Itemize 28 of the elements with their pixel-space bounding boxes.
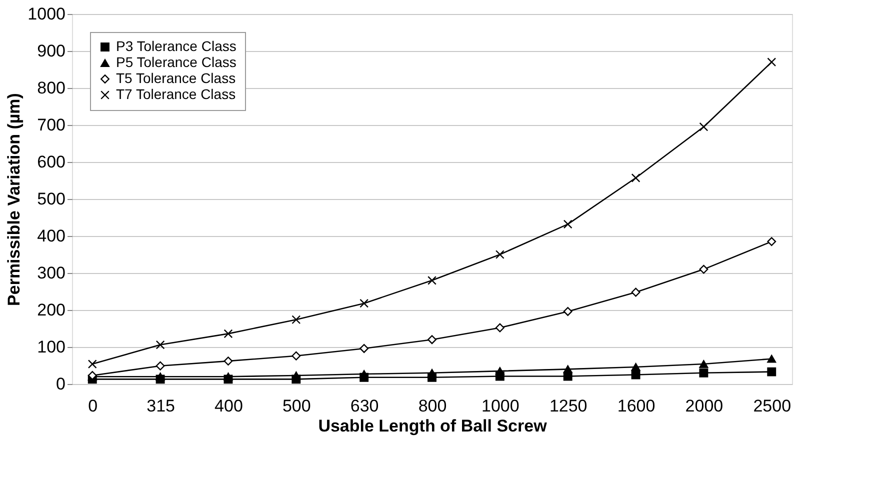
legend-label: T7 Tolerance Class — [116, 86, 236, 102]
x-tick-label: 1000 — [482, 396, 520, 416]
x-axis-title: Usable Length of Ball Screw — [318, 416, 548, 436]
x-tick-label: 0 — [88, 396, 98, 416]
x-tick-label: 1600 — [617, 396, 656, 416]
x-tick-label: 400 — [214, 396, 243, 416]
legend-label: P3 Tolerance Class — [116, 38, 236, 54]
y-tick-label: 200 — [37, 300, 66, 320]
x-tick-label: 630 — [350, 396, 379, 416]
x-tick-label: 500 — [282, 396, 311, 416]
y-tick-label: 600 — [37, 152, 66, 172]
y-tick-label: 500 — [37, 190, 66, 208]
x-tick-label: 800 — [418, 396, 447, 416]
y-tick-label: 300 — [37, 264, 66, 282]
legend-label: T5 Tolerance Class — [116, 70, 236, 86]
y-tick-label: 400 — [37, 226, 66, 246]
x-tick-label: 1250 — [549, 396, 588, 416]
y-tick-label: 800 — [37, 78, 66, 98]
y-tick-label: 100 — [37, 338, 66, 356]
y-tick-label: 1000 — [28, 4, 66, 24]
x-tick-label: 2500 — [753, 396, 792, 416]
y-tick-label: 0 — [56, 374, 66, 394]
y-tick-label: 900 — [37, 42, 66, 60]
y-tick-label: 700 — [37, 116, 66, 134]
x-tick-label: 315 — [146, 396, 175, 416]
legend-label: P5 Tolerance Class — [116, 54, 236, 70]
y-axis-title: Permissible Variation (µm) — [4, 93, 24, 306]
x-tick-label: 2000 — [685, 396, 724, 416]
